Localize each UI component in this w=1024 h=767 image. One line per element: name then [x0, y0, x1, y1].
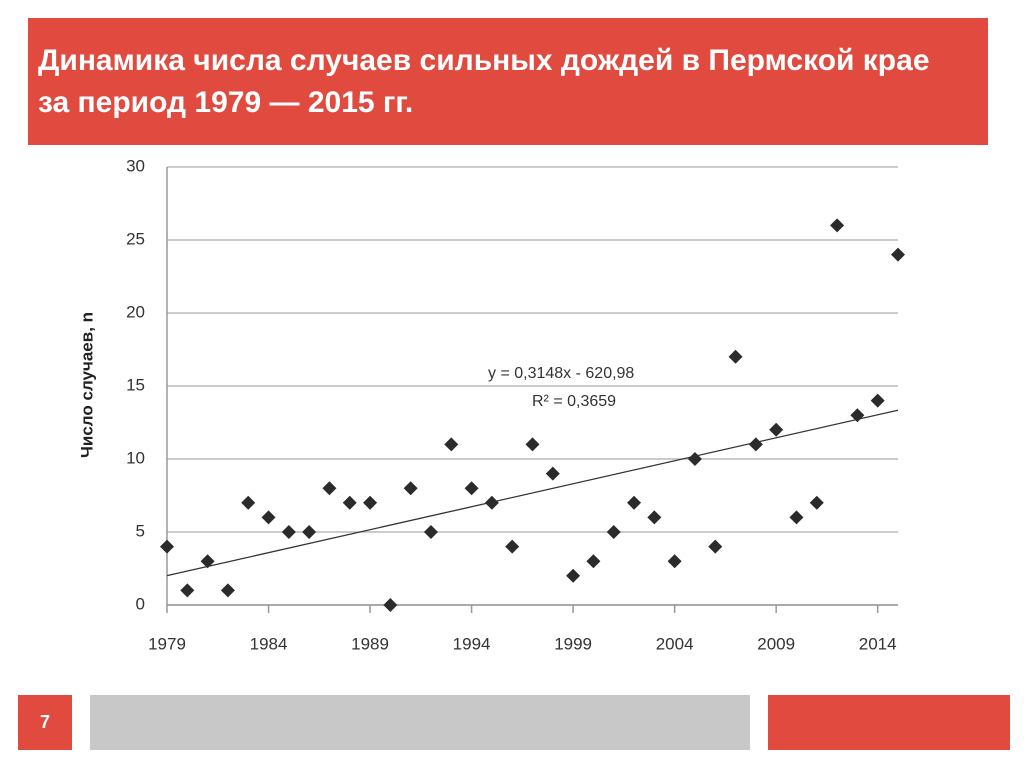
trend-equation: y = 0,3148x - 620,98: [488, 365, 634, 382]
data-point: [748, 437, 763, 452]
header: Динамика числа случаев сильных дождей в …: [28, 18, 988, 145]
data-point: [261, 510, 276, 525]
data-point: [830, 218, 845, 233]
data-point: [363, 495, 378, 510]
x-tick-label: 1989: [351, 634, 389, 653]
y-axis-label: Число случаев, n: [77, 312, 96, 458]
data-point: [322, 481, 337, 496]
data-point: [241, 495, 256, 510]
data-point: [160, 539, 174, 554]
data-point: [464, 481, 479, 496]
data-point: [708, 539, 723, 554]
data-point: [586, 554, 601, 569]
data-point: [423, 525, 438, 539]
data-point: [606, 525, 621, 539]
data-point: [566, 568, 581, 583]
x-tick-label: 1984: [250, 634, 288, 653]
y-tick-label: 30: [126, 156, 145, 175]
data-point: [891, 247, 905, 262]
data-point: [200, 554, 215, 569]
x-tick-label: 1979: [148, 634, 186, 653]
slide-number: 7: [18, 695, 72, 750]
data-point: [220, 583, 235, 598]
data-point: [667, 554, 682, 569]
y-tick-label: 15: [126, 375, 145, 394]
trend-r2: R² = 0,3659: [532, 393, 616, 410]
data-point: [870, 393, 885, 408]
x-tick-label: 1994: [453, 634, 491, 653]
data-point: [545, 466, 560, 481]
chart: Число случаев, n 0 5 10 15 20 25 30 1979 1984 198…: [77, 156, 905, 653]
y-tick-label: 20: [126, 302, 145, 321]
data-point: [809, 495, 824, 510]
data-point: [484, 495, 499, 510]
data-point: [728, 349, 743, 364]
y-tick-label: 0: [136, 594, 145, 613]
data-point: [342, 495, 357, 510]
data-point: [302, 525, 317, 539]
y-tick-label: 5: [136, 521, 145, 540]
x-tick-label: 2009: [757, 634, 795, 653]
data-point: [850, 408, 865, 423]
x-tick-label: 1999: [554, 634, 592, 653]
data-point: [505, 539, 520, 554]
data-point: [444, 437, 459, 452]
data-point: [687, 452, 702, 466]
data-point: [627, 495, 642, 510]
trend-line: [166, 409, 899, 577]
y-tick-label: 25: [126, 229, 145, 248]
footer-bar: [768, 695, 1010, 750]
data-point: [403, 481, 418, 496]
data-point: [180, 583, 195, 598]
data-point: [525, 437, 540, 452]
x-tick-label: 2004: [656, 634, 694, 653]
data-point: [789, 510, 804, 525]
data-point: [281, 525, 296, 539]
y-tick-label: 10: [126, 448, 145, 467]
data-point: [647, 510, 662, 525]
x-tick-label: 2014: [859, 634, 897, 653]
footer-bar: [90, 695, 750, 750]
data-point: [383, 598, 398, 612]
slide-title: Динамика числа случаев сильных дождей в …: [38, 44, 930, 119]
data-point: [769, 422, 784, 437]
